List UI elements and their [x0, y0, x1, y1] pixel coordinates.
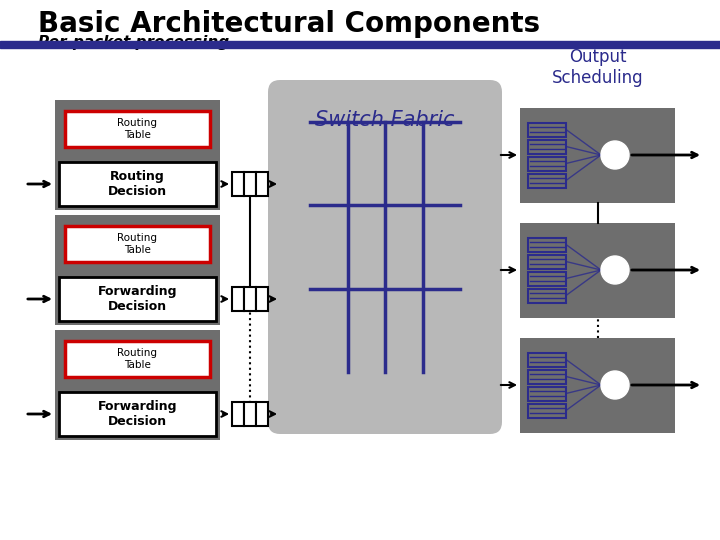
- Text: Basic Architectural Components: Basic Architectural Components: [38, 10, 540, 38]
- Bar: [256, 172, 268, 196]
- Bar: [520, 222, 675, 318]
- Bar: [244, 172, 256, 196]
- Bar: [232, 402, 244, 426]
- Bar: [65, 111, 210, 147]
- Bar: [232, 172, 244, 196]
- Bar: [59, 392, 216, 436]
- Bar: [528, 173, 566, 187]
- Bar: [528, 369, 566, 383]
- Bar: [59, 277, 216, 321]
- Bar: [244, 402, 256, 426]
- Bar: [528, 387, 566, 401]
- Bar: [256, 402, 268, 426]
- Circle shape: [601, 141, 629, 169]
- Bar: [520, 338, 675, 433]
- Text: Routing
Table: Routing Table: [117, 118, 158, 140]
- FancyBboxPatch shape: [268, 80, 502, 434]
- Bar: [528, 238, 566, 252]
- Bar: [244, 287, 256, 311]
- Bar: [55, 330, 220, 440]
- Bar: [528, 157, 566, 171]
- Text: Output
Scheduling: Output Scheduling: [552, 48, 643, 87]
- Bar: [520, 107, 675, 202]
- Bar: [232, 287, 244, 311]
- Bar: [65, 226, 210, 262]
- Circle shape: [601, 256, 629, 284]
- Text: Per-packet processing: Per-packet processing: [38, 35, 229, 50]
- Bar: [528, 272, 566, 286]
- Bar: [528, 403, 566, 417]
- Bar: [65, 341, 210, 377]
- Bar: [528, 254, 566, 268]
- Bar: [55, 215, 220, 325]
- Bar: [0, 41, 720, 48]
- Bar: [59, 162, 216, 206]
- Bar: [55, 100, 220, 210]
- Text: Switch Fabric: Switch Fabric: [315, 110, 455, 130]
- Text: Routing
Table: Routing Table: [117, 348, 158, 370]
- Bar: [256, 287, 268, 311]
- Bar: [528, 139, 566, 153]
- Bar: [528, 288, 566, 302]
- Text: Routing
Decision: Routing Decision: [108, 170, 167, 198]
- Text: Forwarding
Decision: Forwarding Decision: [98, 285, 177, 313]
- Text: Routing
Table: Routing Table: [117, 233, 158, 255]
- Bar: [528, 353, 566, 367]
- Circle shape: [601, 371, 629, 399]
- Text: Forwarding
Decision: Forwarding Decision: [98, 400, 177, 428]
- Bar: [528, 123, 566, 137]
